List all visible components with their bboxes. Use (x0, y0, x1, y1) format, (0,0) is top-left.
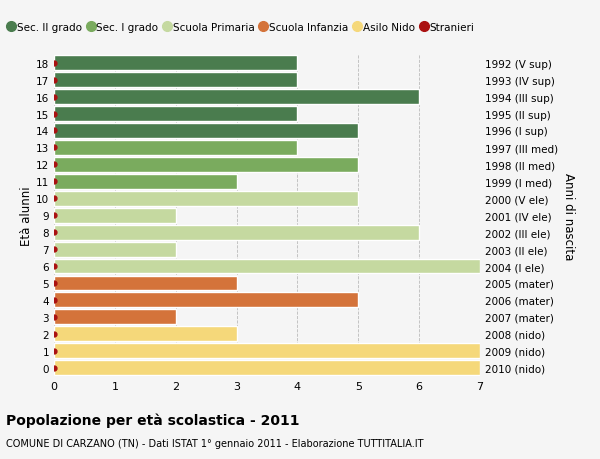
Text: COMUNE DI CARZANO (TN) - Dati ISTAT 1° gennaio 2011 - Elaborazione TUTTITALIA.IT: COMUNE DI CARZANO (TN) - Dati ISTAT 1° g… (6, 438, 424, 448)
Bar (54, 124, 358, 139)
Bar (54, 310, 176, 325)
Bar (54, 174, 236, 190)
Bar (54, 191, 358, 206)
Bar (54, 344, 480, 358)
Bar (54, 225, 419, 240)
Legend: Sec. II grado, Sec. I grado, Scuola Primaria, Scuola Infanzia, Asilo Nido, Stran: Sec. II grado, Sec. I grado, Scuola Prim… (4, 18, 479, 37)
Bar (54, 157, 358, 173)
Bar (54, 90, 419, 105)
Bar (54, 73, 298, 88)
Y-axis label: Anni di nascita: Anni di nascita (562, 172, 575, 259)
Bar (54, 140, 298, 156)
Bar (54, 242, 176, 257)
Bar (54, 327, 236, 341)
Bar (54, 208, 176, 223)
Text: Popolazione per età scolastica - 2011: Popolazione per età scolastica - 2011 (6, 413, 299, 428)
Bar (54, 107, 298, 122)
Bar (54, 293, 358, 308)
Bar (54, 276, 236, 291)
Bar (54, 259, 480, 274)
Bar (54, 360, 480, 375)
Bar (54, 56, 298, 71)
Y-axis label: Età alunni: Età alunni (20, 186, 33, 246)
